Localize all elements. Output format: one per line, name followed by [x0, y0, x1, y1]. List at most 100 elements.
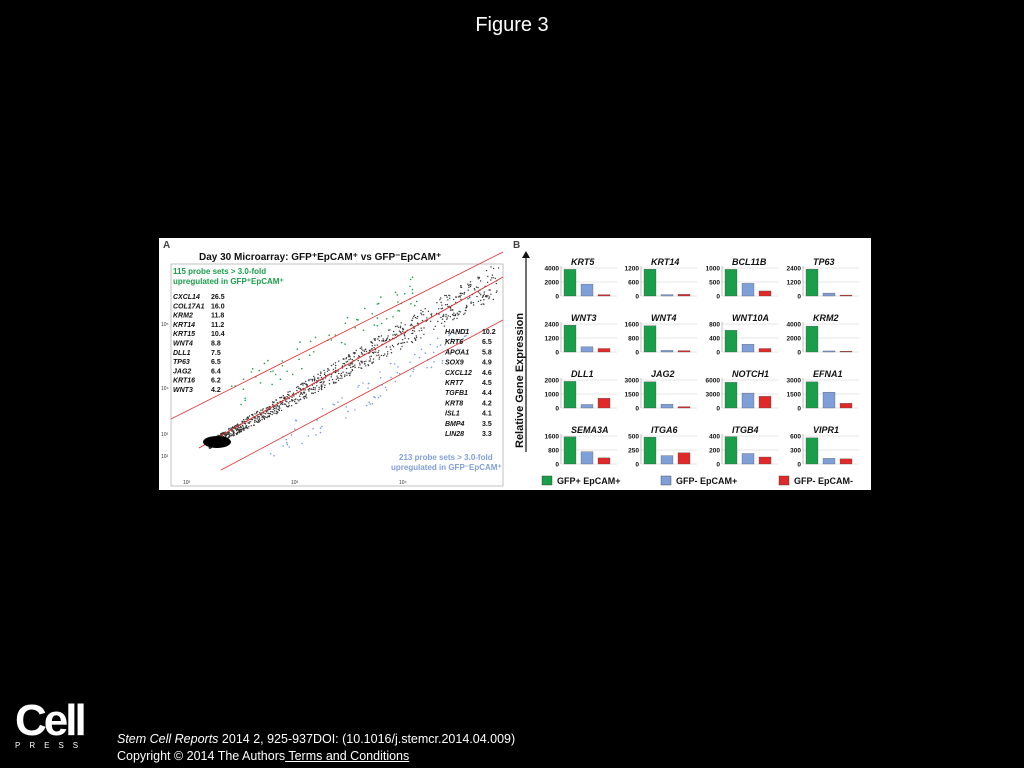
- gene-title: KRT5: [571, 257, 595, 267]
- scatter-point: [324, 372, 326, 374]
- scatter-point: [325, 374, 327, 377]
- scatter-point-down: [371, 403, 374, 405]
- scatter-point: [308, 380, 310, 382]
- up-gene-fold: 10.4: [211, 331, 225, 338]
- scatter-point: [265, 407, 267, 409]
- scatter-point: [233, 433, 235, 435]
- scatter-point: [321, 388, 323, 391]
- scatter-point: [275, 410, 278, 412]
- scatter-point: [392, 334, 394, 336]
- scatter-point: [423, 333, 425, 336]
- legend-label-2: GFP- EpCAM+: [676, 476, 737, 486]
- tick-label: 1500: [625, 392, 640, 399]
- scatter-point: [320, 372, 322, 375]
- x-tick-label: 10⁴: [399, 480, 407, 486]
- tick-label: 0: [716, 294, 720, 301]
- scatter-point: [276, 412, 278, 415]
- scatter-point: [228, 427, 230, 430]
- scatter-point: [314, 387, 316, 389]
- scatter-point: [273, 410, 276, 412]
- scatter-point-up: [411, 292, 414, 294]
- scatter-point-up: [385, 318, 388, 320]
- scatter-point: [351, 369, 353, 371]
- scatter-point: [411, 324, 413, 326]
- scatter-point: [267, 412, 269, 414]
- down-gene-name: LIN28: [445, 431, 464, 438]
- scatter-point: [272, 408, 274, 410]
- scatter-point: [483, 299, 485, 301]
- scatter-point: [359, 362, 361, 364]
- tick-label: 200: [709, 448, 720, 455]
- scatter-point: [318, 388, 320, 391]
- scatter-point: [421, 319, 424, 322]
- up-gene-fold: 4.2: [211, 387, 221, 394]
- scatter-point-up: [281, 360, 284, 362]
- scatter-point: [267, 416, 269, 418]
- bar: [597, 457, 611, 465]
- scatter-point: [470, 302, 472, 304]
- scatter-point: [361, 353, 363, 355]
- scatter-point: [491, 277, 493, 279]
- legend-swatch-gfp-neg-epcam-pos: [660, 475, 672, 486]
- scatter-point: [322, 383, 324, 385]
- scatter-point: [413, 330, 416, 332]
- scatter-point: [299, 395, 301, 397]
- scatter-point: [298, 387, 300, 389]
- scatter-point: [365, 348, 367, 350]
- scatter-point: [335, 364, 337, 367]
- scatter-point: [443, 321, 446, 323]
- scatter-point: [378, 350, 380, 352]
- scatter-point: [376, 344, 379, 346]
- scatter-point-down: [432, 351, 435, 354]
- bar-panel-tp63: TP63 2400 1200 0: [787, 257, 859, 301]
- scatter-point: [263, 412, 265, 414]
- bar: [580, 404, 594, 409]
- scatter-point: [407, 338, 410, 340]
- down-gene-name: ISL1: [445, 411, 460, 418]
- scatter-point-down: [315, 434, 317, 436]
- up-gene-fold: 26.5: [211, 294, 225, 301]
- scatter-point: [441, 322, 443, 324]
- scatter-point-down: [409, 375, 412, 377]
- scatter-point: [268, 415, 271, 417]
- scatter-point: [292, 399, 294, 402]
- scatter-point: [293, 395, 295, 397]
- scatter-point: [490, 293, 492, 295]
- scatter-point: [422, 311, 424, 313]
- upregulated-gene-list: CXCL14 26.5 COL17A1 16.0 KRM2 11.8 KRT14 11.2 KR…: [173, 294, 225, 394]
- scatter-point-down: [424, 352, 427, 354]
- scatter-point: [453, 298, 455, 301]
- scatter-point: [243, 418, 245, 421]
- x-tick-label: 10³: [291, 480, 299, 486]
- scatter-point: [262, 408, 264, 410]
- scatter-point: [479, 292, 481, 294]
- bar-panel-notch1: NOTCH1 6000 3000 0: [706, 369, 778, 413]
- scatter-point: [246, 417, 248, 419]
- scatter-point: [316, 385, 318, 387]
- tick-label: 1200: [625, 266, 640, 273]
- copyright: Copyright © 2014 The Authors: [117, 749, 286, 763]
- bar: [839, 294, 853, 297]
- scatter-point: [362, 349, 364, 352]
- scatter-point: [446, 303, 449, 306]
- scatter-point: [340, 372, 343, 375]
- tick-label: 0: [635, 406, 639, 413]
- scatter-point: [399, 327, 402, 329]
- scatter-point-up: [414, 304, 416, 307]
- scatter-point: [239, 427, 241, 429]
- scatter-point-down: [444, 338, 447, 341]
- scatter-point: [464, 312, 466, 314]
- tick-label: 2000: [787, 336, 802, 343]
- scatter-point: [275, 406, 277, 408]
- scatter-point-up: [346, 316, 349, 319]
- scatter-point: [460, 284, 462, 287]
- scatter-point: [230, 427, 232, 429]
- terms-link[interactable]: Terms and Conditions: [285, 749, 410, 763]
- scatter-point: [244, 427, 246, 429]
- scatter-point: [289, 390, 291, 393]
- scatter-point: [238, 429, 241, 431]
- scatter-point: [378, 354, 380, 356]
- panel-a-title: Day 30 Microarray: GFP⁺EpCAM⁺ vs GFP⁻EpC…: [199, 252, 441, 263]
- scatter-core: [203, 436, 231, 448]
- tick-label: 2400: [545, 322, 560, 329]
